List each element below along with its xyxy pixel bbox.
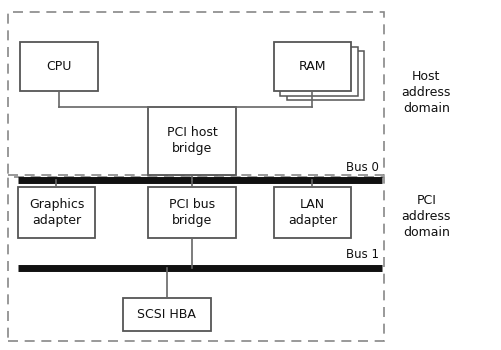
Text: LAN
adapter: LAN adapter xyxy=(288,198,336,227)
Text: PCI host
bridge: PCI host bridge xyxy=(166,126,217,155)
FancyBboxPatch shape xyxy=(286,51,364,100)
Text: Graphics
adapter: Graphics adapter xyxy=(29,198,84,227)
Text: CPU: CPU xyxy=(46,60,72,73)
FancyBboxPatch shape xyxy=(280,47,357,96)
Text: Bus 1: Bus 1 xyxy=(345,248,378,261)
Text: SCSI HBA: SCSI HBA xyxy=(137,308,196,321)
Text: PCI bus
bridge: PCI bus bridge xyxy=(169,198,214,227)
Text: Bus 0: Bus 0 xyxy=(346,161,378,174)
FancyBboxPatch shape xyxy=(148,107,235,175)
FancyBboxPatch shape xyxy=(20,42,98,91)
FancyBboxPatch shape xyxy=(273,187,351,238)
FancyBboxPatch shape xyxy=(123,298,210,331)
FancyBboxPatch shape xyxy=(18,187,95,238)
FancyBboxPatch shape xyxy=(273,42,351,91)
FancyBboxPatch shape xyxy=(148,187,235,238)
Text: PCI
address
domain: PCI address domain xyxy=(401,195,450,239)
Text: RAM: RAM xyxy=(298,60,326,73)
Text: Host
address
domain: Host address domain xyxy=(401,70,450,115)
